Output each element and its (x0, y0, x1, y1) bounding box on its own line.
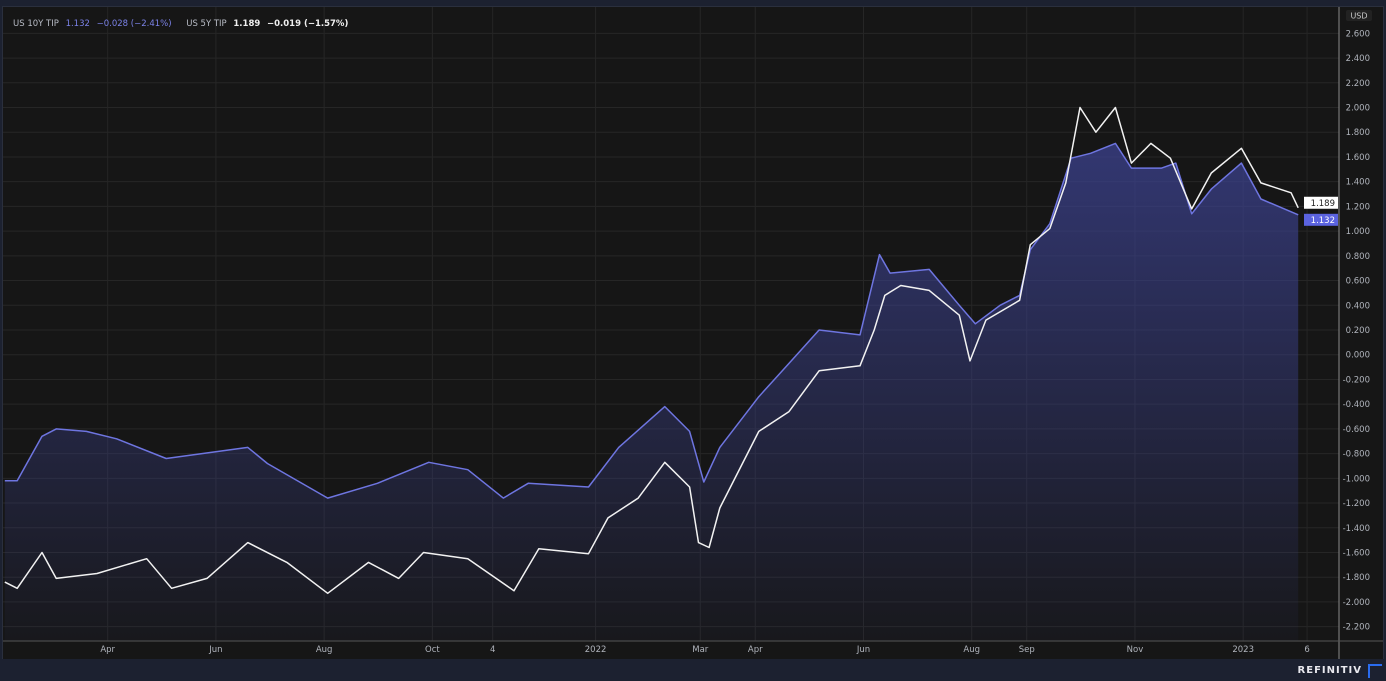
x-tick-label: 2023 (1232, 645, 1254, 655)
y-tick-label: 1.400 (1346, 178, 1370, 188)
series-line-5y (4, 106, 1299, 595)
y-tick-label: 1.600 (1346, 153, 1370, 163)
y-tick-label: -1.200 (1343, 499, 1370, 509)
y-tick-label: -0.600 (1343, 425, 1370, 435)
last-value-label: 1.189 (1311, 199, 1335, 209)
y-tick-label: 0.800 (1346, 252, 1370, 262)
y-tick-label: 1.000 (1346, 227, 1370, 237)
series-line-10y (4, 142, 1299, 499)
x-tick-label: Aug (316, 645, 333, 655)
y-tick-label: -1.000 (1343, 474, 1370, 484)
last-value-badge (1304, 213, 1338, 226)
y-tick-label: -1.800 (1343, 573, 1370, 583)
refinitiv-logo-icon (1368, 664, 1382, 678)
x-tick-label: Aug (963, 645, 980, 655)
y-tick-label: 2.600 (1346, 29, 1370, 39)
y-tick-label: 2.400 (1346, 54, 1370, 64)
x-tick-label: Apr (100, 645, 115, 655)
y-tick-label: -2.000 (1343, 598, 1370, 608)
y-tick-label: -2.200 (1343, 623, 1370, 633)
legend-5y-value: 1.189 (233, 19, 261, 29)
x-tick-label: Nov (1127, 645, 1144, 655)
legend-10y-value: 1.132 (65, 19, 90, 29)
last-value-badge (1304, 196, 1338, 209)
y-tick-label: 0.000 (1346, 351, 1370, 361)
x-tick-label: Jun (856, 645, 870, 655)
currency-badge (1346, 10, 1372, 21)
legend-10y-change: −0.028 (−2.41%) (96, 19, 172, 29)
y-tick-label: -1.600 (1343, 548, 1370, 558)
y-tick-label: -0.200 (1343, 375, 1370, 385)
legend: US 10Y TIP 1.132 −0.028 (−2.41%) US 5Y T… (13, 19, 352, 29)
x-tick-label: Apr (748, 645, 763, 655)
legend-5y-name: US 5Y TIP (186, 19, 227, 29)
y-tick-label: 0.200 (1346, 326, 1370, 336)
x-tick-label: 2022 (585, 645, 607, 655)
last-value-label: 1.132 (1311, 216, 1335, 226)
footer: REFINITIV (0, 659, 1386, 681)
chart[interactable]: 2.600 2.400 2.200 2.000 1.800 1.600 1.400 1.200… (3, 7, 1383, 659)
series-layer (4, 106, 1299, 641)
y-tick-label: 2.000 (1346, 104, 1370, 114)
currency-label: USD (1350, 12, 1367, 21)
chart-panel: 2.600 2.400 2.200 2.000 1.800 1.600 1.400 1.200… (2, 6, 1384, 660)
x-tick-label: Jun (208, 645, 222, 655)
y-tick-label: -1.400 (1343, 524, 1370, 534)
legend-10y-name: US 10Y TIP (13, 19, 59, 29)
x-tick-label: Mar (692, 645, 709, 655)
brand-logo-text: REFINITIV (1297, 665, 1362, 676)
x-tick-label: Sep (1019, 645, 1035, 655)
y-tick-label: -0.800 (1343, 450, 1370, 460)
y-tick-label: -0.400 (1343, 400, 1370, 410)
x-tick-label: 4 (490, 645, 495, 655)
y-tick-label: 1.200 (1346, 202, 1370, 212)
y-tick-label: 0.400 (1346, 301, 1370, 311)
y-tick-label: 1.800 (1346, 128, 1370, 138)
x-tick-label: Oct (425, 645, 440, 655)
axes: 2.600 2.400 2.200 2.000 1.800 1.600 1.400 1.200… (3, 7, 1383, 659)
x-tick-label: 6 (1304, 645, 1309, 655)
y-tick-label: 0.600 (1346, 277, 1370, 287)
y-tick-label: 2.200 (1346, 79, 1370, 89)
legend-5y-change: −0.019 (−1.57%) (266, 19, 349, 29)
series-area-fill (4, 143, 1299, 641)
